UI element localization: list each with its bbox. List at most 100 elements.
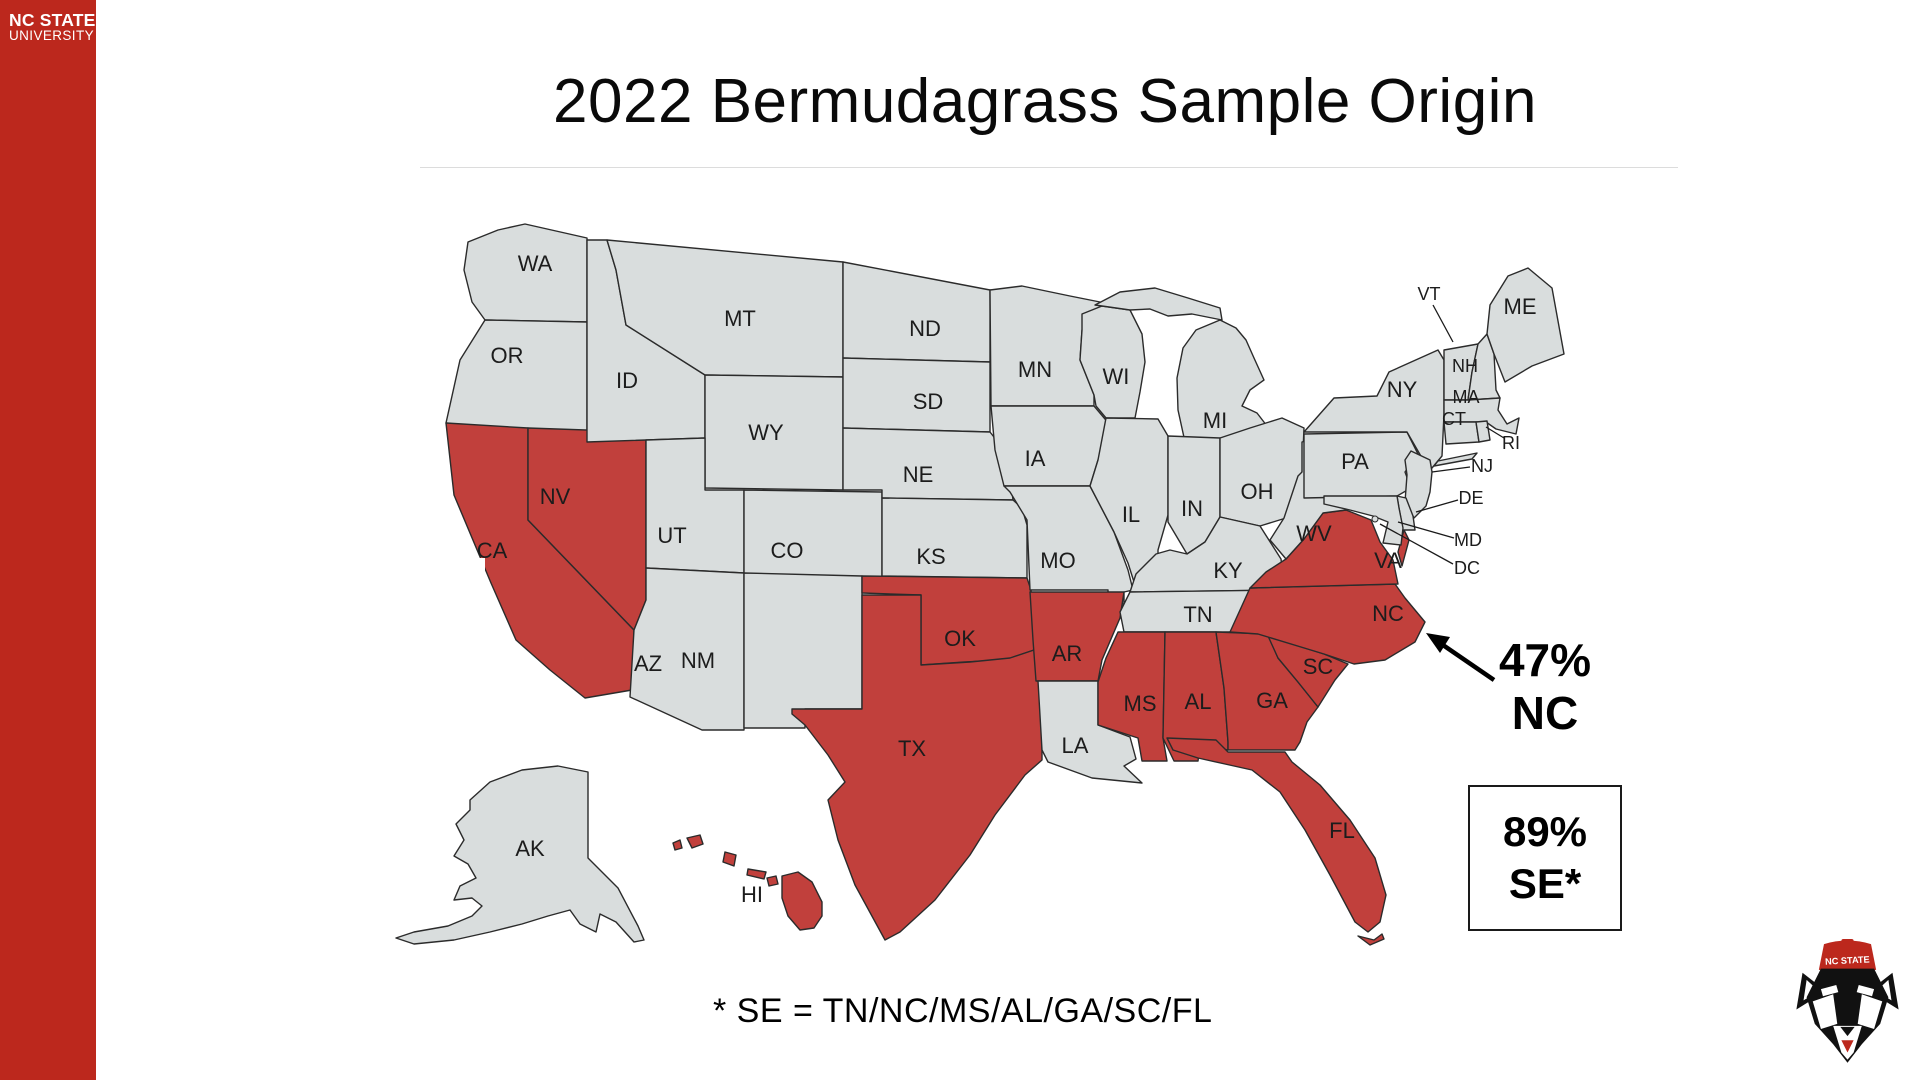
- state-label-SC: SC: [1303, 654, 1334, 679]
- state-label-WV: WV: [1296, 521, 1332, 546]
- state-label-GA: GA: [1256, 688, 1288, 713]
- state-AK: [395, 765, 645, 945]
- state-label-WI: WI: [1103, 364, 1130, 389]
- state-label-FL: FL: [1329, 818, 1355, 843]
- state-label-VA: VA: [1374, 548, 1402, 573]
- state-CO: [743, 489, 883, 579]
- brand-line2: UNIVERSITY: [9, 28, 95, 44]
- state-label-CT: CT: [1442, 409, 1466, 429]
- state-TX: [791, 594, 1043, 941]
- state-label-NV: NV: [540, 484, 571, 509]
- state-NM: [743, 572, 863, 729]
- nc-arrow-head: [1426, 633, 1450, 653]
- state-label-MD: MD: [1454, 530, 1482, 550]
- leader-line-NJ: [1431, 466, 1471, 473]
- se-percentage-box: 89% SE*: [1468, 785, 1622, 931]
- state-label-NJ: NJ: [1471, 456, 1493, 476]
- leader-line-VT: [1432, 304, 1454, 343]
- state-label-SD: SD: [913, 389, 944, 414]
- wolf-tongue: [1841, 1040, 1854, 1053]
- state-label-TN: TN: [1183, 602, 1212, 627]
- state-label-WA: WA: [518, 251, 553, 276]
- wolf-nose: [1840, 1026, 1855, 1037]
- state-label-AL: AL: [1185, 689, 1212, 714]
- state-label-IA: IA: [1025, 446, 1046, 471]
- state-NJ: [1404, 450, 1433, 519]
- state-label-ME: ME: [1504, 294, 1537, 319]
- state-MD: [1323, 495, 1404, 546]
- state-label-CO: CO: [771, 538, 804, 563]
- page-title: 2022 Bermudagrass Sample Origin: [553, 67, 1537, 136]
- se-percentage-label: SE*: [1508, 860, 1582, 907]
- state-label-MS: MS: [1124, 691, 1157, 716]
- wolf-brow-left: [1820, 985, 1839, 997]
- state-label-OK: OK: [944, 626, 976, 651]
- state-label-MT: MT: [724, 306, 756, 331]
- state-label-LA: LA: [1062, 733, 1089, 758]
- wolf-brow-right: [1856, 985, 1875, 997]
- brand-sidebar: NC STATE UNIVERSITY: [0, 0, 96, 1080]
- leader-line-RI: [1485, 426, 1505, 439]
- state-label-ID: ID: [616, 368, 638, 393]
- wolf-mascot-logo: NC STATE: [1796, 939, 1899, 1063]
- state-label-NM: NM: [681, 648, 715, 673]
- state-label-OR: OR: [491, 343, 524, 368]
- state-label-TX: TX: [898, 736, 926, 761]
- state-label-OH: OH: [1241, 479, 1274, 504]
- state-label-UT: UT: [657, 523, 686, 548]
- state-label-NC: NC: [1372, 601, 1404, 626]
- wolf-hat: [1818, 940, 1877, 975]
- state-NC: [1229, 583, 1426, 665]
- wolf-hat-text: NC STATE: [1825, 954, 1870, 966]
- state-label-AK: AK: [515, 836, 545, 861]
- leader-line-DC: [1379, 523, 1454, 565]
- wolf-cheek-left: [1812, 994, 1838, 1029]
- state-label-IN: IN: [1181, 496, 1203, 521]
- state-label-VT: VT: [1417, 284, 1440, 304]
- state-AR: [1029, 591, 1125, 682]
- state-label-AZ: AZ: [634, 651, 662, 676]
- state-label-MO: MO: [1040, 548, 1075, 573]
- state-DC: [1371, 515, 1379, 523]
- state-ME: [1486, 267, 1565, 383]
- state-label-WY: WY: [748, 420, 784, 445]
- state-label-NY: NY: [1387, 377, 1418, 402]
- state-KY: [1129, 516, 1286, 593]
- white-artifact-rect: [442, 558, 485, 632]
- state-MI-part: [1094, 287, 1223, 321]
- state-label-MA: MA: [1453, 387, 1480, 407]
- state-label-DE: DE: [1458, 488, 1483, 508]
- state-FL-part: [1357, 933, 1385, 946]
- leader-line-MD: [1397, 521, 1455, 539]
- state-RI: [1475, 420, 1491, 443]
- se-percentage-value: 89%: [1502, 807, 1588, 855]
- state-label-IL: IL: [1122, 502, 1140, 527]
- brand-logo: NC STATE UNIVERSITY: [9, 11, 96, 44]
- state-KS: [881, 497, 1028, 579]
- state-label-ND: ND: [909, 316, 941, 341]
- nc-percentage-label: NC: [1511, 687, 1579, 740]
- wolf-cheek-right: [1857, 994, 1883, 1029]
- state-label-NE: NE: [903, 462, 934, 487]
- state-HI: [781, 871, 823, 931]
- brand-line1: NC STATE: [9, 10, 96, 30]
- state-label-AR: AR: [1052, 641, 1083, 666]
- state-label-HI: HI: [741, 882, 763, 907]
- state-label-MI: MI: [1203, 408, 1227, 433]
- state-HI-part: [672, 834, 779, 887]
- leader-line-DE: [1415, 499, 1459, 513]
- title-divider: [420, 167, 1678, 168]
- state-label-RI: RI: [1502, 433, 1520, 453]
- state-label-KY: KY: [1213, 558, 1243, 583]
- state-label-MN: MN: [1018, 357, 1052, 382]
- state-NY-part: [1433, 452, 1478, 467]
- nc-percentage-callout: 47% NC: [1475, 634, 1615, 741]
- state-label-KS: KS: [916, 544, 945, 569]
- nc-arrow-line: [1438, 641, 1496, 682]
- state-label-DC: DC: [1454, 558, 1480, 578]
- se-footnote: * SE = TN/NC/MS/AL/GA/SC/FL: [713, 992, 1213, 1030]
- state-FL: [1166, 737, 1387, 933]
- nc-percentage-value: 47%: [1498, 634, 1592, 686]
